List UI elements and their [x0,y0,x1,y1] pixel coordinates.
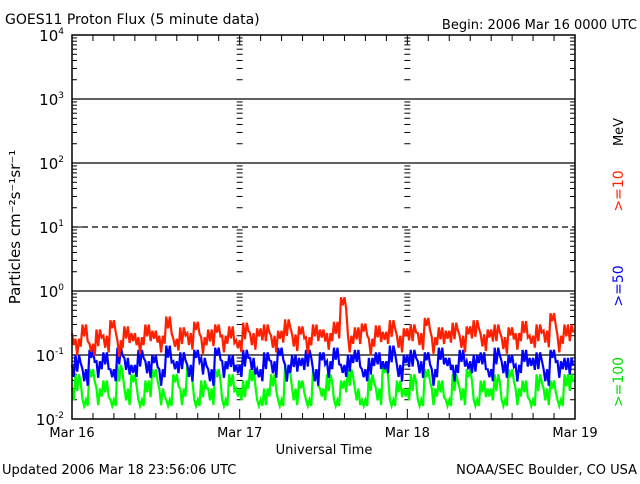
x-axis-label: Universal Time [276,443,373,458]
x-tick-label: Mar 19 [552,426,597,441]
legend-50: >=50 [611,265,627,306]
grid [71,35,576,420]
updated-timestamp: Updated 2006 Mar 18 23:56:06 UTC [2,463,236,478]
y-tick-label: 100 [39,283,64,301]
y-tick-label: 10-2 [36,411,64,429]
y-tick-label: 101 [39,219,64,237]
series-line-ge50 [70,345,575,386]
y-tick-label: 103 [39,91,64,109]
x-tick-label: Mar 17 [217,426,262,441]
plot-frame [71,34,576,420]
y-tick-label: 104 [39,27,64,45]
y-tick-label: 10-1 [36,347,64,365]
x-tick-label: Mar 18 [385,426,430,441]
chart-title: GOES11 Proton Flux (5 minute data) [5,12,260,28]
begin-label: Begin: 2006 Mar 16 0000 UTC [442,18,637,33]
series-line-ge100 [70,364,575,410]
y-axis-label: Particles cm⁻²s⁻¹sr⁻¹ [6,150,24,304]
unit-label: MeV [612,118,627,146]
x-tick-labels: Mar 16 Mar 17 Mar 18 Mar 19 [49,426,597,441]
series-group [70,296,575,410]
source-credit: NOAA/SEC Boulder, CO USA [456,463,637,478]
x-tick-label: Mar 16 [49,426,94,441]
series-line-ge10 [70,296,575,358]
legend-100: >=100 [611,357,627,407]
y-tick-label: 102 [39,155,64,173]
y-tick-labels: 104 103 102 101 100 10-1 10-2 [36,27,64,429]
legend-10: >=10 [611,170,627,211]
